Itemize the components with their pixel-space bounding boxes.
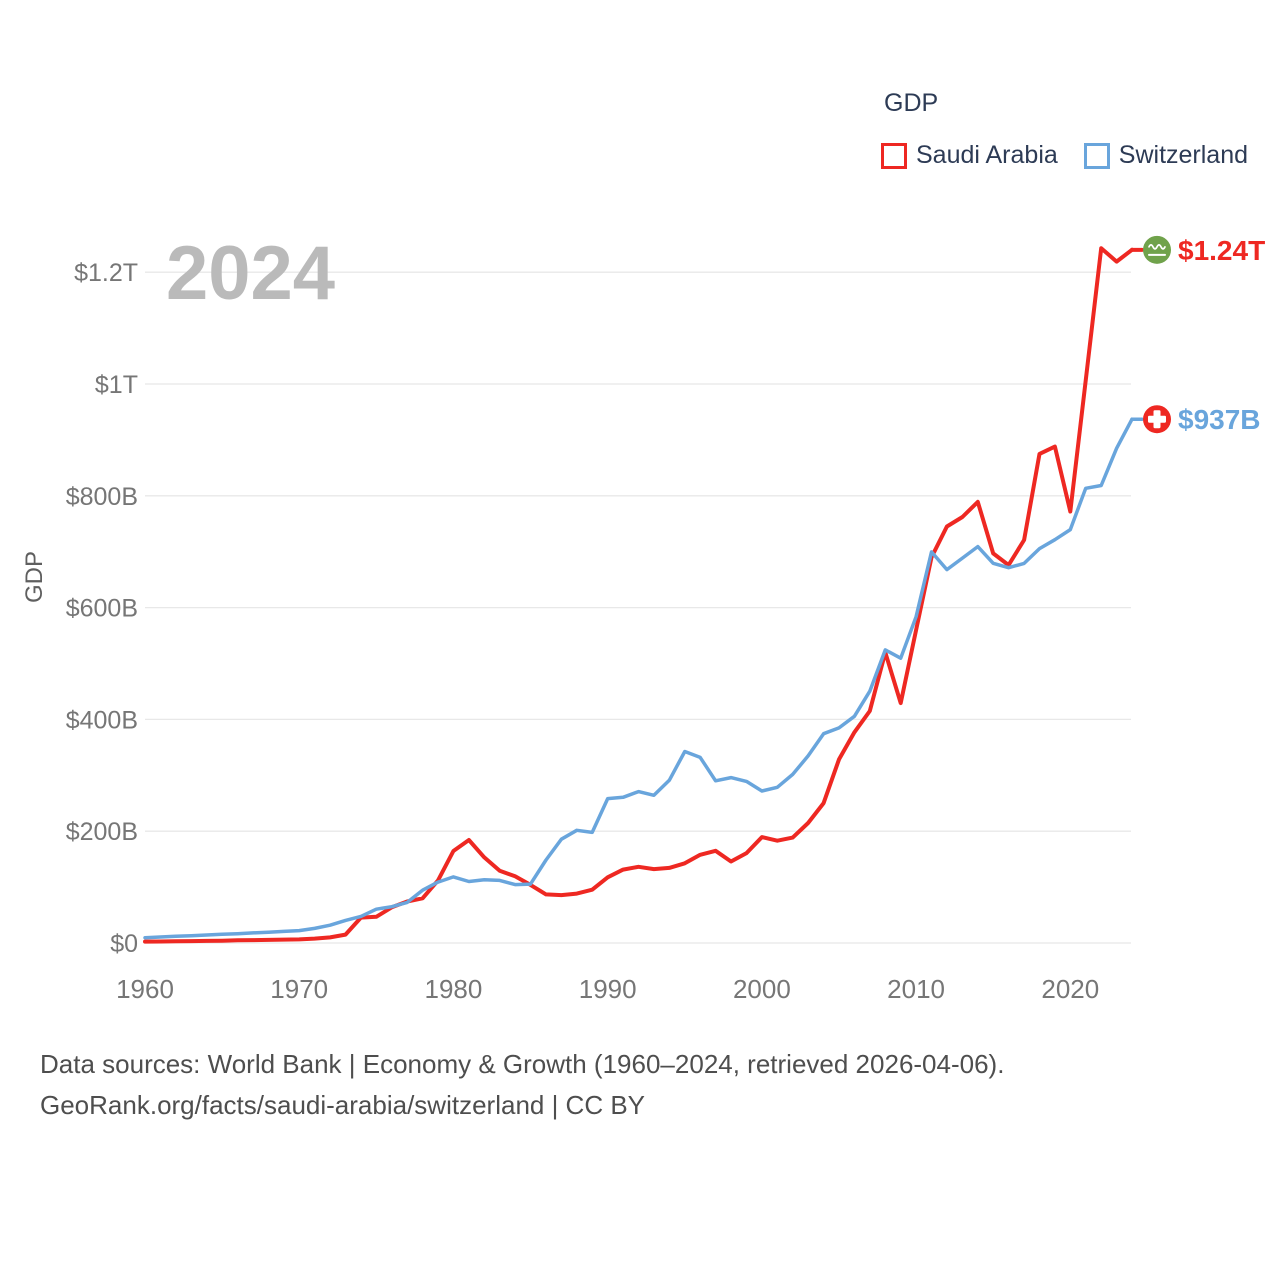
legend-label-switzerland: Switzerland [1118,141,1249,169]
end-value-label-switzerland: $937B [1178,404,1261,435]
chart-legend: Saudi Arabia Switzerland [881,141,1248,170]
x-tick-label: 1960 [116,974,174,1004]
legend-title: GDP [884,89,939,117]
series-line-saudi-arabia[interactable] [143,246,1134,944]
y-axis-title: GDP [21,551,48,603]
saudi-flag-script-glyph [1148,244,1166,250]
y-tick-label: $800B [66,483,138,511]
x-tick-label: 1980 [425,974,483,1004]
y-tick-label: $400B [66,706,138,734]
x-tick-label: 1970 [270,974,328,1004]
y-tick-label: $1T [95,371,138,399]
x-tick-label: 2010 [887,974,945,1004]
y-tick-label: $1.2T [74,259,138,287]
y-tick-label: $200B [66,818,138,846]
legend-label-saudi-arabia: Saudi Arabia [916,141,1058,169]
caption-line-2: GeoRank.org/facts/saudi-arabia/switzerla… [40,1090,646,1120]
data-source-caption: Data sources: World Bank | Economy & Gro… [40,1044,1140,1126]
watermark-year: 2024 [166,231,335,316]
x-tick-label: 2000 [733,974,791,1004]
series-line-switzerland[interactable] [143,417,1134,940]
legend-swatch-saudi-arabia [881,142,907,169]
saudi-arabia-flag-icon [1143,235,1171,264]
caption-line-1: Data sources: World Bank | Economy & Gro… [40,1049,1005,1079]
swiss-cross-horizontal [1148,415,1166,423]
y-tick-label: $600B [66,595,138,623]
y-tick-label: $0 [110,930,138,958]
x-tick-label: 2020 [1041,974,1099,1004]
legend-item-switzerland[interactable]: Switzerland [1083,141,1249,170]
legend-item-saudi-arabia[interactable]: Saudi Arabia [881,141,1058,170]
end-value-label-saudi-arabia: $1.24T [1178,235,1265,266]
legend-swatch-switzerland [1083,142,1110,169]
x-tick-label: 1990 [579,974,637,1004]
